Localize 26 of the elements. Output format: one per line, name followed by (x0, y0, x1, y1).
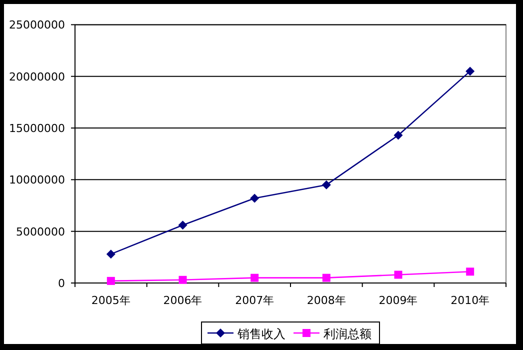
x-tick-label: 2005年 (91, 294, 130, 307)
y-tick-label: 25000000 (9, 18, 65, 32)
y-tick-label: 15000000 (9, 122, 65, 136)
x-tick-label: 2008年 (306, 294, 346, 307)
point (250, 194, 260, 203)
point (250, 274, 259, 282)
x-tick-label: 2006年 (163, 294, 202, 307)
point (322, 274, 330, 282)
x-tick-label: 2009年 (378, 294, 418, 307)
y-tick-label: 5000000 (16, 225, 65, 238)
point (178, 220, 188, 230)
x-tick-label: 2010年 (450, 294, 490, 307)
point (106, 250, 116, 259)
y-tick-label: 10000000 (9, 174, 65, 187)
point (466, 66, 475, 76)
point (394, 130, 403, 140)
y-tick-label: 20000000 (9, 70, 65, 84)
point (394, 270, 402, 279)
point (106, 276, 115, 285)
x-tick-label: 2007年 (235, 294, 274, 307)
y-tick-label: 0 (58, 277, 65, 290)
point (322, 180, 331, 190)
point (466, 268, 474, 276)
legend-label: 销售收入 (236, 327, 286, 341)
legend-label: 利润总额 (324, 327, 372, 341)
point (178, 276, 187, 284)
